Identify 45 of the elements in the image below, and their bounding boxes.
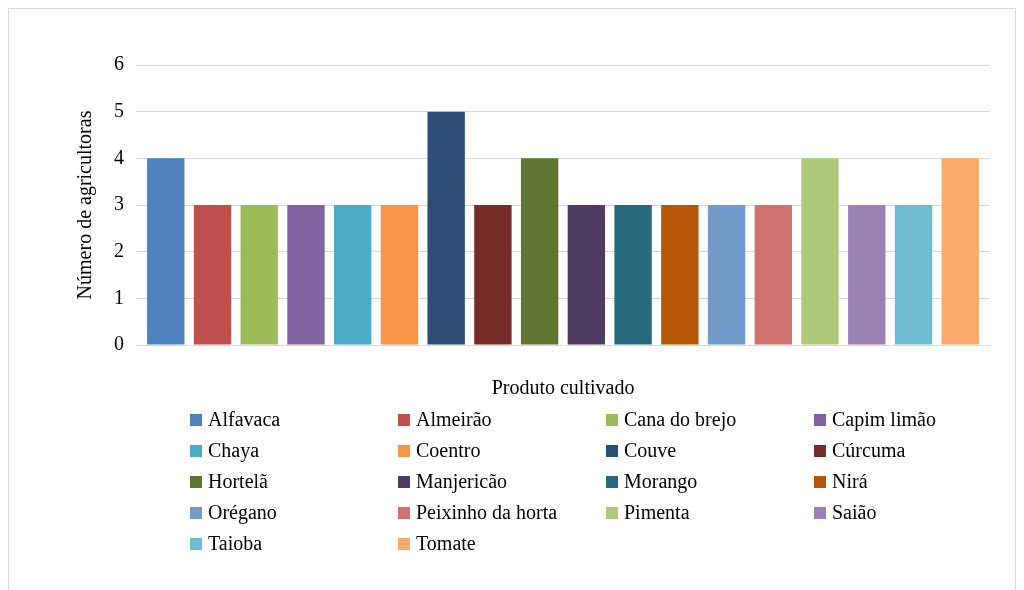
bar (754, 205, 792, 345)
legend-label: Taioba (208, 532, 263, 555)
bar (474, 205, 512, 345)
legend-label: Cúrcuma (832, 439, 906, 462)
legend-label: Tomate (416, 532, 476, 555)
y-tick-label: 1 (114, 285, 124, 308)
bar (661, 205, 699, 345)
legend-label: Morango (624, 470, 698, 493)
legend-label: Nirá (832, 470, 868, 493)
bar (567, 205, 606, 345)
y-tick-label: 4 (114, 145, 124, 168)
bar (193, 205, 232, 345)
bar (240, 205, 278, 345)
y-axis-title: Número de agricultoras (73, 110, 97, 300)
bar (894, 205, 933, 345)
bar (427, 111, 465, 345)
bar (287, 205, 325, 345)
y-tick-label: 0 (114, 332, 124, 355)
bar (707, 205, 746, 345)
bar (520, 158, 559, 345)
x-axis-title: Produto cultivado (491, 376, 635, 399)
y-tick-label: 6 (114, 52, 124, 75)
bar (941, 158, 979, 345)
legend-label: Couve (624, 439, 677, 462)
legend-label: Alfavaca (208, 408, 281, 431)
legend-label: Coentro (416, 439, 481, 462)
bar (147, 158, 185, 345)
legend-label: Almeirão (416, 408, 492, 431)
legend-label: Orégano (208, 501, 277, 524)
legend-label: Manjericão (416, 470, 508, 493)
y-tick-label: 5 (114, 98, 124, 121)
legend-label: Hortelã (208, 470, 268, 493)
y-tick-label: 2 (114, 238, 124, 261)
bar (380, 205, 419, 345)
legend-label: Cana do brejo (624, 408, 737, 431)
y-tick-label: 3 (114, 192, 124, 215)
bar (334, 205, 372, 345)
bar (801, 158, 839, 345)
legend-label: Chaya (208, 439, 260, 462)
bar (848, 205, 886, 345)
legend-label: Pimenta (624, 501, 690, 524)
legend-label: Capim limão (832, 408, 936, 431)
bar (614, 205, 652, 345)
legend-label: Peixinho da horta (416, 501, 558, 524)
legend-label: Saião (832, 501, 877, 524)
